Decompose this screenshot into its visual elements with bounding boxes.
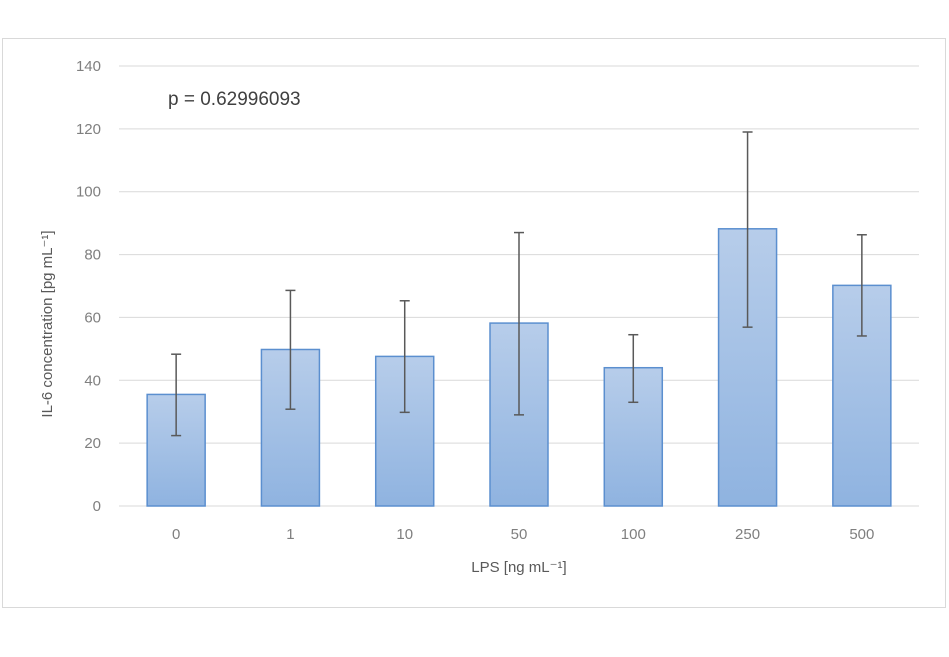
x-tick-label: 10 — [396, 526, 413, 543]
y-tick-label: 120 — [76, 121, 101, 138]
y-tick-label: 40 — [84, 372, 101, 389]
y-tick-label: 20 — [84, 435, 101, 452]
bar-chart: 0 20 40 60 80 100 120 140 0 1 10 50 100 250 500 p = 0… — [39, 58, 919, 576]
x-tick-labels: 0 1 10 50 100 250 500 — [172, 526, 874, 543]
y-tick-label: 80 — [84, 247, 101, 264]
y-tick-label: 140 — [76, 58, 101, 75]
y-tick-label: 100 — [76, 184, 101, 201]
error-bars — [171, 131, 867, 437]
x-tick-label: 0 — [172, 526, 180, 543]
x-tick-label: 250 — [735, 526, 760, 543]
y-tick-label: 60 — [84, 309, 101, 326]
x-axis-title: LPS [ng mL⁻¹] — [471, 559, 566, 576]
x-tick-label: 100 — [621, 526, 646, 543]
chart-frame: 0 20 40 60 80 100 120 140 0 1 10 50 100 250 500 p = 0… — [2, 38, 946, 608]
x-tick-label: 500 — [849, 526, 874, 543]
x-tick-label: 50 — [511, 526, 528, 543]
y-tick-labels: 0 20 40 60 80 100 120 140 — [76, 58, 101, 515]
y-tick-label: 0 — [93, 498, 101, 515]
p-value-annotation: p = 0.62996093 — [168, 89, 301, 110]
y-axis-title: IL-6 concentration [pg mL⁻¹] — [39, 230, 56, 417]
x-tick-label: 1 — [286, 526, 294, 543]
